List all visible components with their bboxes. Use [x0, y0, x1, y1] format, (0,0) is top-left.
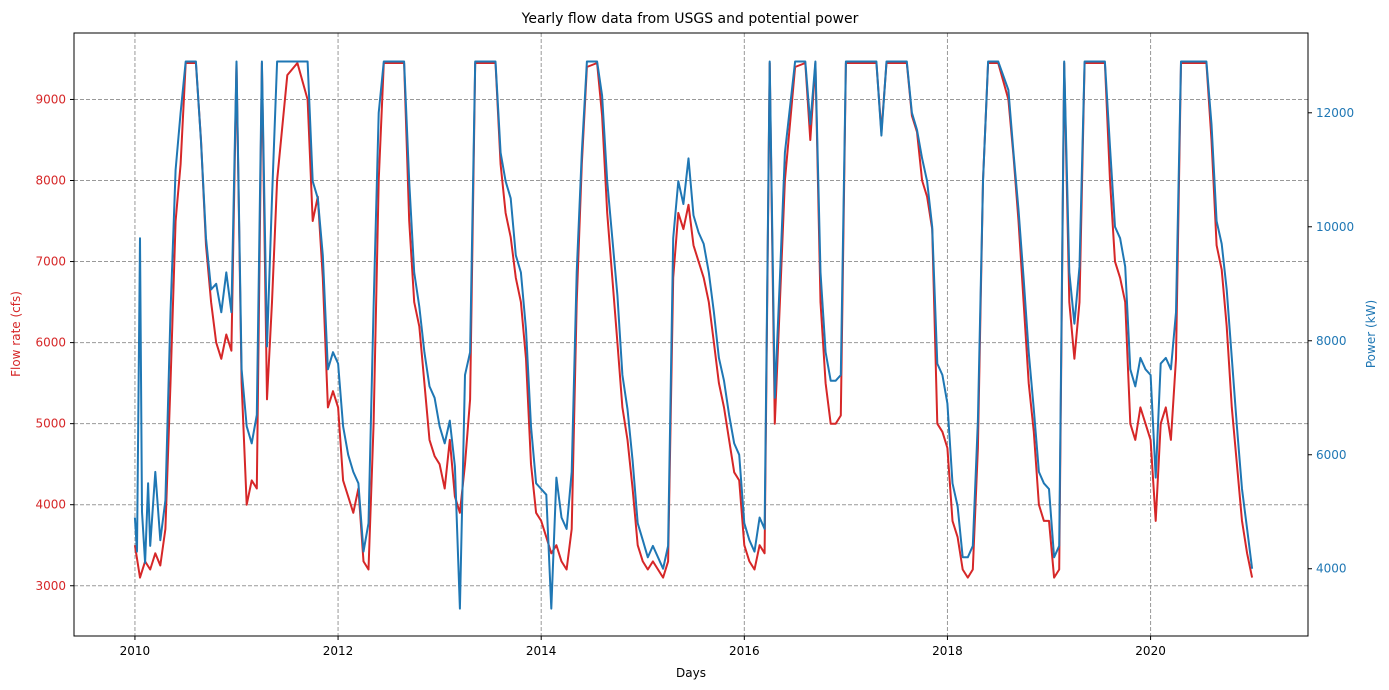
- grid-lines: [74, 33, 1308, 636]
- x-tick-label: 2018: [932, 644, 963, 658]
- left-y-tick-label: 6000: [35, 336, 66, 350]
- chart-title: Yearly flow data from USGS and potential…: [521, 11, 859, 27]
- x-tick-label: 2014: [526, 644, 557, 658]
- right-y-axis-label: Power (kW): [1364, 300, 1378, 368]
- x-tick-label: 2012: [323, 644, 354, 658]
- left-y-tick-label: 5000: [35, 417, 66, 431]
- series-layer: [133, 60, 1254, 610]
- left-y-axis-label: Flow rate (cfs): [9, 291, 23, 377]
- left-y-axis: 3000 4000 5000 6000 7000 8000 9000: [35, 92, 74, 593]
- right-y-axis: 4000 6000 8000 10000 12000: [1308, 106, 1354, 576]
- x-axis-label: Days: [676, 666, 706, 680]
- right-y-tick-label: 6000: [1316, 448, 1347, 462]
- x-axis: 2010 2012 2014 2016 2018 2020: [120, 636, 1166, 658]
- series-line-power: [133, 60, 1254, 610]
- right-y-tick-label: 8000: [1316, 334, 1347, 348]
- right-y-tick-label: 4000: [1316, 562, 1347, 576]
- left-y-tick-label: 3000: [35, 579, 66, 593]
- left-y-tick-label: 9000: [35, 92, 66, 106]
- x-tick-label: 2016: [729, 644, 760, 658]
- x-tick-label: 2020: [1135, 644, 1166, 658]
- left-y-tick-label: 8000: [35, 174, 66, 188]
- x-tick-label: 2010: [120, 644, 151, 658]
- right-y-tick-label: 10000: [1316, 220, 1354, 234]
- left-y-tick-label: 4000: [35, 498, 66, 512]
- right-y-tick-label: 12000: [1316, 106, 1354, 120]
- plot-frame: [73, 32, 1309, 637]
- left-y-tick-label: 7000: [35, 255, 66, 269]
